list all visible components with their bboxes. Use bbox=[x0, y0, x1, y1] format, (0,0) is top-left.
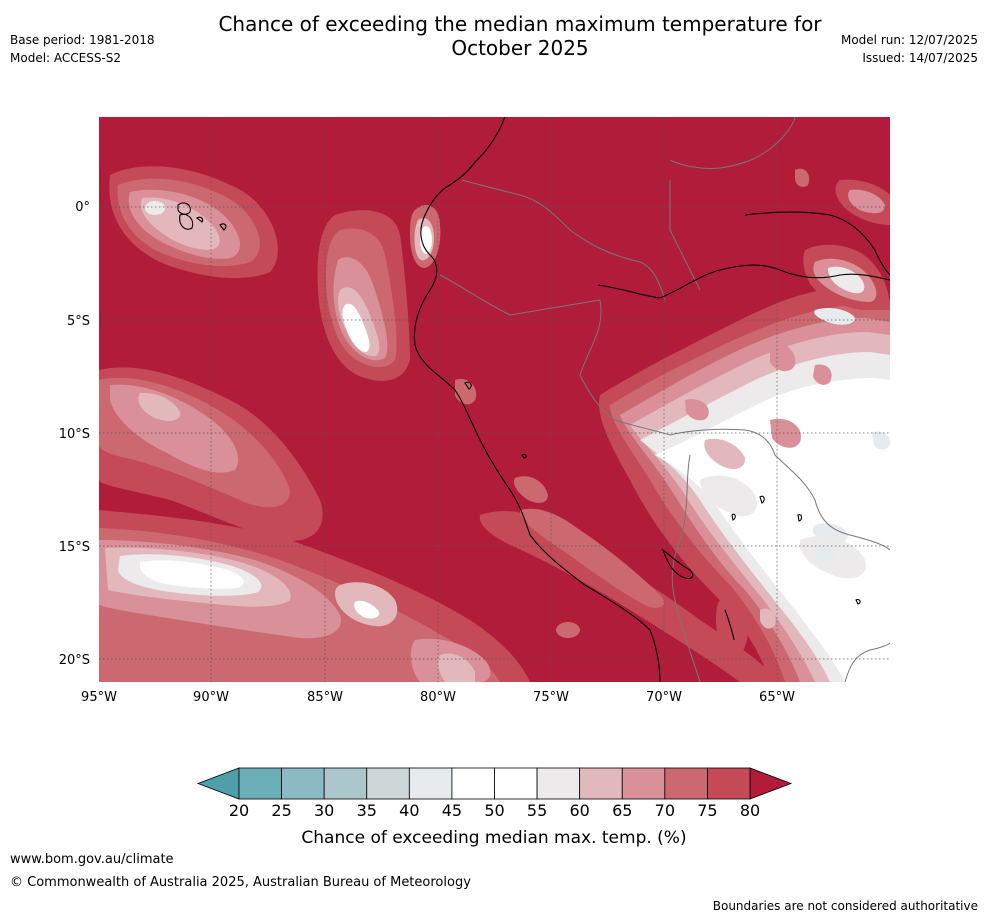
lon-label: 80°W bbox=[420, 690, 456, 705]
lon-label: 90°W bbox=[193, 690, 229, 705]
colorbar-tick-label: 50 bbox=[484, 801, 504, 820]
colorbar-tick-label: 35 bbox=[357, 801, 377, 820]
amazon-anomaly bbox=[795, 168, 890, 310]
colorbar-swatch bbox=[536, 767, 581, 800]
footer-url[interactable]: www.bom.gov.au/climate bbox=[10, 852, 174, 867]
colorbar-swatch bbox=[323, 767, 368, 800]
colorbar-swatch bbox=[621, 767, 666, 800]
lat-label: 10°S bbox=[59, 427, 90, 442]
lon-label: 70°W bbox=[646, 690, 682, 705]
coastlines bbox=[177, 117, 890, 682]
model-text: Model: ACCESS-S2 bbox=[10, 51, 122, 65]
galapagos-anomaly bbox=[109, 166, 278, 279]
title-line-1: Chance of exceeding the median maximum t… bbox=[218, 12, 822, 36]
colorbar: 20 25 30 35 40 45 50 55 60 65 70 75 80 Chance of exc… bbox=[196, 767, 793, 848]
colorbar-swatch bbox=[366, 767, 410, 800]
colorbar-swatch bbox=[451, 767, 495, 800]
peru-coast-anomaly bbox=[455, 379, 780, 682]
lon-label: 95°W bbox=[81, 690, 117, 705]
colorbar-tick-label: 30 bbox=[314, 801, 334, 820]
lat-label: 0° bbox=[75, 200, 90, 215]
colorbar-tick-label: 25 bbox=[271, 801, 291, 820]
footer-copyright: © Commonwealth of Australia 2025, Austra… bbox=[10, 875, 471, 890]
base-period-text: Base period: 1981-2018 bbox=[10, 33, 155, 47]
colorbar-swatch bbox=[408, 767, 453, 800]
lon-label: 65°W bbox=[759, 690, 795, 705]
colorbar-tick-label: 55 bbox=[527, 801, 547, 820]
colorbar-swatch bbox=[664, 767, 708, 800]
colorbar-tick-label: 45 bbox=[442, 801, 462, 820]
south-ocean-anomaly bbox=[99, 510, 530, 682]
colorbar-swatch bbox=[579, 767, 623, 800]
colorbar-tick-label: 65 bbox=[612, 801, 632, 820]
colorbar-tick-label: 20 bbox=[229, 801, 249, 820]
interior-anomaly bbox=[599, 289, 890, 682]
title-line-2: October 2025 bbox=[451, 36, 589, 60]
lat-label: 20°S bbox=[59, 653, 90, 668]
issued-text: Issued: 14/07/2025 bbox=[862, 51, 978, 65]
map-area[interactable] bbox=[99, 117, 890, 682]
lon-label: 85°W bbox=[307, 690, 343, 705]
colorbar-tick-label: 40 bbox=[399, 801, 419, 820]
colorbar-tick-label: 60 bbox=[569, 801, 589, 820]
colorbar-swatch bbox=[494, 767, 538, 800]
colorbar-tick-label: 80 bbox=[740, 801, 760, 820]
lon-label: 75°W bbox=[533, 690, 569, 705]
colorbar-tick-label: 75 bbox=[697, 801, 717, 820]
lat-label: 5°S bbox=[67, 314, 90, 329]
colorbar-high-extension bbox=[749, 767, 793, 800]
colorbar-swatch bbox=[238, 767, 282, 800]
latitude-labels: 0° 5°S 10°S 15°S 20°S bbox=[59, 200, 90, 668]
footer-disclaimer: Boundaries are not considered authoritat… bbox=[712, 899, 978, 913]
offshore-peru-anomaly bbox=[317, 210, 410, 381]
colorbar-swatch bbox=[281, 767, 325, 800]
colorbar-tick-label: 70 bbox=[655, 801, 675, 820]
country-borders bbox=[439, 117, 890, 682]
colorbar-swatch bbox=[707, 767, 751, 800]
guayaquil-anomaly bbox=[410, 205, 441, 268]
page-title: Chance of exceeding the median maximum t… bbox=[150, 12, 890, 60]
colorbar-label: Chance of exceeding median max. temp. (%… bbox=[301, 828, 686, 848]
lat-label: 15°S bbox=[59, 540, 90, 555]
colorbar-low-extension bbox=[196, 767, 240, 800]
longitude-labels: 95°W 90°W 85°W 80°W 75°W 70°W 65°W bbox=[81, 690, 795, 705]
model-run-text: Model run: 12/07/2025 bbox=[840, 33, 978, 47]
